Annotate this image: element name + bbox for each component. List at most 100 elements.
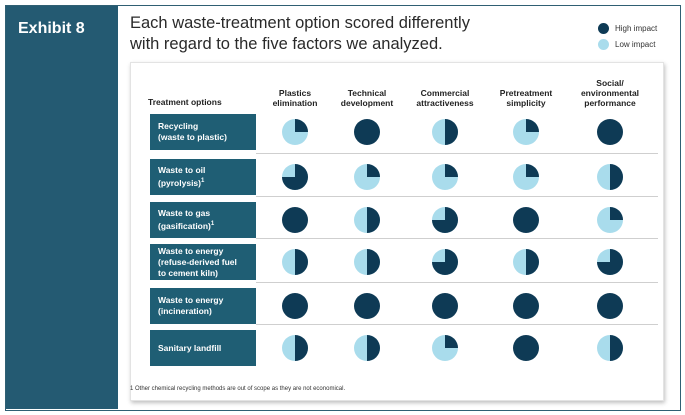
impact-harvey-ball bbox=[354, 249, 380, 275]
treatment-option-line: (gasification)1 bbox=[158, 219, 248, 232]
treatment-option-label: Waste to gas (gasification)1 bbox=[150, 202, 256, 238]
impact-harvey-ball bbox=[354, 293, 380, 319]
treatment-option-line: (waste to plastic) bbox=[158, 132, 248, 143]
pie-slice bbox=[445, 119, 458, 145]
impact-harvey-ball bbox=[432, 293, 458, 319]
legend: High impact Low impact bbox=[598, 20, 657, 52]
pie-slice bbox=[610, 335, 623, 361]
impact-harvey-ball bbox=[597, 207, 623, 233]
exhibit-sidebar bbox=[6, 6, 118, 409]
treatment-option-text: (gasification) bbox=[158, 220, 211, 231]
column-header-line: Plastics bbox=[278, 88, 312, 98]
pie-slice bbox=[526, 119, 539, 132]
impact-harvey-ball bbox=[282, 335, 308, 361]
treatment-option-label: Recycling (waste to plastic) bbox=[150, 114, 256, 150]
pie-slice bbox=[295, 335, 308, 361]
pie-slice bbox=[367, 335, 380, 361]
treatment-option-label: Waste to energy (incineration) bbox=[150, 288, 256, 324]
row-divider bbox=[256, 153, 658, 154]
column-header-line: simplicity bbox=[506, 98, 546, 108]
pie-slice bbox=[526, 249, 539, 275]
legend-low-label: Low impact bbox=[615, 39, 656, 49]
treatment-option-text: (incineration) bbox=[158, 306, 212, 316]
impact-harvey-ball bbox=[513, 207, 539, 233]
treatment-option-text: Waste to gas bbox=[158, 208, 211, 219]
treatment-option-line: Waste to oil bbox=[158, 165, 248, 176]
pie-slice bbox=[367, 207, 380, 233]
row-header: Treatment options bbox=[148, 97, 222, 107]
legend-high-label: High impact bbox=[615, 23, 658, 33]
column-header: Technical development bbox=[322, 88, 412, 108]
impact-harvey-ball bbox=[282, 119, 308, 145]
pie-base bbox=[354, 119, 380, 145]
treatment-option-line: to cement kiln) bbox=[158, 268, 248, 279]
footnote-marker: 1 bbox=[201, 178, 205, 185]
column-header: Plastics elimination bbox=[250, 88, 340, 108]
column-header-line: Pretreatment bbox=[499, 88, 553, 98]
pie-slice bbox=[445, 335, 458, 348]
footnote-marker: 1 bbox=[210, 221, 215, 228]
treatment-option-text: Waste to oil bbox=[158, 165, 206, 176]
impact-harvey-ball bbox=[513, 164, 539, 190]
treatment-option-line: Waste to gas bbox=[158, 208, 248, 219]
row-divider bbox=[256, 196, 658, 197]
treatment-option-line: Waste to energy bbox=[158, 246, 248, 257]
impact-harvey-ball bbox=[597, 119, 623, 145]
treatment-option-text: (waste to plastic) bbox=[158, 132, 227, 142]
column-header-line: Commercial bbox=[420, 88, 470, 98]
impact-harvey-ball bbox=[513, 249, 539, 275]
pie-base bbox=[282, 293, 308, 319]
exhibit-label: Exhibit 8 bbox=[18, 20, 85, 37]
impact-harvey-ball bbox=[432, 207, 458, 233]
footnote: 1 Other chemical recycling methods are o… bbox=[130, 386, 346, 392]
legend-high: High impact bbox=[598, 20, 657, 36]
low-impact-swatch bbox=[598, 38, 609, 50]
legend-low: Low impact bbox=[598, 36, 657, 52]
treatment-option-text: to cement kiln) bbox=[158, 267, 218, 278]
high-impact-swatch bbox=[598, 22, 609, 34]
column-header: Commercial attractiveness bbox=[400, 88, 490, 108]
impact-harvey-ball bbox=[597, 293, 623, 319]
pie-base bbox=[432, 293, 458, 319]
pie-base bbox=[597, 293, 623, 319]
pie-slice bbox=[610, 207, 623, 220]
pie-slice bbox=[282, 164, 308, 190]
column-header: Pretreatment simplicity bbox=[481, 88, 571, 108]
row-divider bbox=[256, 282, 658, 283]
pie-base bbox=[354, 293, 380, 319]
pie-base bbox=[282, 207, 308, 233]
column-header: Social/environmental performance bbox=[565, 78, 655, 108]
impact-harvey-ball bbox=[597, 249, 623, 275]
impact-harvey-ball bbox=[354, 164, 380, 190]
treatment-option-label: Waste to oil (pyrolysis)1 bbox=[150, 159, 256, 195]
impact-harvey-ball bbox=[282, 293, 308, 319]
treatment-option-label: Waste to energy (refuse-derived fuel to ce… bbox=[150, 244, 256, 280]
row-divider bbox=[256, 324, 658, 325]
pie-slice bbox=[597, 249, 623, 275]
impact-harvey-ball bbox=[432, 164, 458, 190]
pie-base bbox=[513, 293, 539, 319]
treatment-option-line: Waste to energy bbox=[158, 295, 248, 306]
pie-base bbox=[597, 119, 623, 145]
impact-harvey-ball bbox=[432, 119, 458, 145]
column-header-line: Social/ bbox=[596, 78, 624, 88]
pie-slice bbox=[432, 207, 458, 233]
impact-harvey-ball bbox=[597, 335, 623, 361]
impact-harvey-ball bbox=[354, 207, 380, 233]
column-header-line: environmental bbox=[580, 88, 640, 98]
impact-harvey-ball bbox=[597, 164, 623, 190]
heading-line-1: Each waste-treatment option scored diffe… bbox=[130, 14, 470, 32]
pie-slice bbox=[295, 249, 308, 275]
impact-harvey-ball bbox=[513, 335, 539, 361]
impact-harvey-ball bbox=[282, 207, 308, 233]
column-header-line: performance bbox=[584, 98, 636, 108]
treatment-option-text: Waste to energy bbox=[158, 295, 224, 305]
column-header-line: development bbox=[340, 98, 394, 108]
pie-base bbox=[513, 335, 539, 361]
impact-harvey-ball bbox=[282, 164, 308, 190]
treatment-option-text: Sanitary landfill bbox=[158, 342, 222, 353]
treatment-option-label: Sanitary landfill bbox=[150, 330, 256, 366]
treatment-option-text: (refuse-derived fuel bbox=[158, 256, 237, 267]
impact-harvey-ball bbox=[432, 249, 458, 275]
treatment-option-line: Recycling bbox=[158, 121, 248, 132]
